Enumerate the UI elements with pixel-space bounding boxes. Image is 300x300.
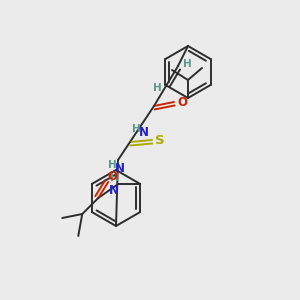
Text: O: O [107,169,117,182]
Text: H: H [108,160,116,170]
Text: N: N [109,184,119,196]
Text: H: H [110,173,118,183]
Text: H: H [183,59,191,69]
Text: H: H [132,124,140,134]
Text: O: O [177,95,187,109]
Text: N: N [115,161,125,175]
Text: S: S [155,134,165,146]
Text: H: H [153,83,161,93]
Text: N: N [139,125,149,139]
